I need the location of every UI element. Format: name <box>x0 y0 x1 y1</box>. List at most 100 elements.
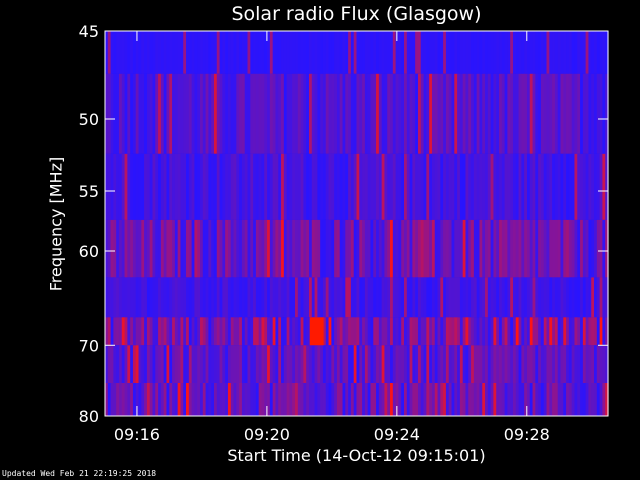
spectrogram-cell <box>127 153 131 220</box>
spectrogram-cell <box>107 153 112 220</box>
spectrogram-cell <box>370 317 374 346</box>
spectrogram-cell <box>219 383 223 416</box>
spectrogram-cell <box>404 153 408 220</box>
spectrogram-cell <box>225 317 229 346</box>
spectrogram-cell <box>155 277 159 318</box>
spectrogram-cell <box>462 277 467 318</box>
spectrogram-cell <box>174 383 179 416</box>
spectrogram-cell <box>529 383 534 416</box>
spectrogram-cell <box>258 31 263 74</box>
spectrogram-cell <box>443 345 447 383</box>
spectrogram-cell <box>390 219 394 278</box>
spectrogram-cell <box>244 383 249 416</box>
spectrogram-cell <box>202 317 207 346</box>
spectrogram-cell <box>177 345 182 383</box>
spectrogram-cell <box>401 277 405 318</box>
spectrogram-cell <box>118 219 123 278</box>
spectrogram-cell <box>364 317 369 346</box>
spectrogram-cell <box>336 383 341 416</box>
spectrogram-cell <box>334 73 338 154</box>
spectrogram-cell <box>454 153 458 220</box>
spectrogram-cell <box>471 317 475 346</box>
spectrogram-cell <box>443 153 447 220</box>
spectrogram-cell <box>381 219 386 278</box>
spectrogram-cell <box>538 219 542 278</box>
spectrogram-cell <box>417 345 422 383</box>
spectrogram-cell <box>303 219 307 278</box>
spectrogram-cell <box>339 383 344 416</box>
spectrogram-cell <box>275 153 279 220</box>
spectrogram-cell <box>331 219 335 278</box>
spectrogram-cell <box>328 317 332 346</box>
spectrogram-cell <box>211 317 215 346</box>
spectrogram-cell <box>473 383 478 416</box>
spectrogram-cell <box>177 73 182 154</box>
spectrogram-cell <box>571 73 576 154</box>
spectrogram-cell <box>283 345 288 383</box>
spectrogram-cell <box>387 345 391 383</box>
spectrogram-cell <box>420 345 425 383</box>
spectrogram-cell <box>585 219 590 278</box>
spectrogram-cell <box>370 153 374 220</box>
spectrogram-cell <box>482 73 486 154</box>
spectrogram-cell <box>113 219 117 278</box>
spectrogram-cell <box>345 153 349 220</box>
spectrogram-cell <box>582 317 587 346</box>
spectrogram-cell <box>124 383 128 416</box>
spectrogram-cell <box>317 277 321 318</box>
spectrogram-cell <box>454 73 458 154</box>
spectrogram-cell <box>454 317 458 346</box>
spectrogram-cell <box>568 317 573 346</box>
spectrogram-cell <box>227 73 232 154</box>
spectrogram-cell <box>443 317 447 346</box>
spectrogram-cell <box>387 277 391 318</box>
spectrogram-cell <box>362 345 366 383</box>
spectrogram-cell <box>465 219 469 278</box>
spectrogram-cell <box>336 153 341 220</box>
spectrogram-cell <box>434 345 439 383</box>
spectrogram-cell <box>398 317 402 346</box>
spectrogram-cell <box>479 31 483 74</box>
spectrogram-cell <box>191 31 196 74</box>
spectrogram-cell <box>300 383 304 416</box>
spectrogram-cell <box>499 73 503 154</box>
spectrogram-cell <box>289 153 293 220</box>
spectrogram-cell <box>236 153 240 220</box>
spectrogram-cell <box>281 73 285 154</box>
spectrogram-cell <box>272 345 277 383</box>
spectrogram-cell <box>501 345 506 383</box>
spectrogram-cell <box>504 219 508 278</box>
spectrogram-cell <box>255 277 260 318</box>
spectrogram-cell <box>426 345 430 383</box>
spectrogram-cell <box>255 345 260 383</box>
spectrogram-cell <box>194 317 198 346</box>
spectrogram-cell <box>554 345 559 383</box>
spectrogram-cell <box>172 73 176 154</box>
spectrogram-cell <box>526 383 531 416</box>
spectrogram-cell <box>445 153 450 220</box>
spectrogram-cell <box>121 153 126 220</box>
spectrogram-cell <box>253 219 257 278</box>
spectrogram-cell <box>339 277 344 318</box>
spectrogram-cell <box>440 277 444 318</box>
spectrogram-cell <box>568 219 573 278</box>
spectrogram-cell <box>577 31 581 74</box>
spectrogram-cell <box>350 317 355 346</box>
spectrogram-cell <box>233 31 237 74</box>
spectrogram-cell <box>241 73 246 154</box>
spectrogram-cell <box>320 383 324 416</box>
spectrogram-cell <box>406 219 411 278</box>
spectrogram-cell <box>322 219 327 278</box>
spectrogram-cell <box>596 345 601 383</box>
spectrogram-cell <box>370 277 374 318</box>
spectrogram-cell <box>281 277 285 318</box>
spectrogram-cell <box>183 219 187 278</box>
spectrogram-cell <box>247 73 251 154</box>
spectrogram-cell <box>317 31 321 74</box>
spectrogram-cell <box>404 277 408 318</box>
spectrogram-cell <box>342 345 346 383</box>
spectrogram-cell <box>417 317 422 346</box>
spectrogram-cell <box>188 383 193 416</box>
spectrogram-cell <box>166 383 170 416</box>
spectrogram-cell <box>384 31 388 74</box>
